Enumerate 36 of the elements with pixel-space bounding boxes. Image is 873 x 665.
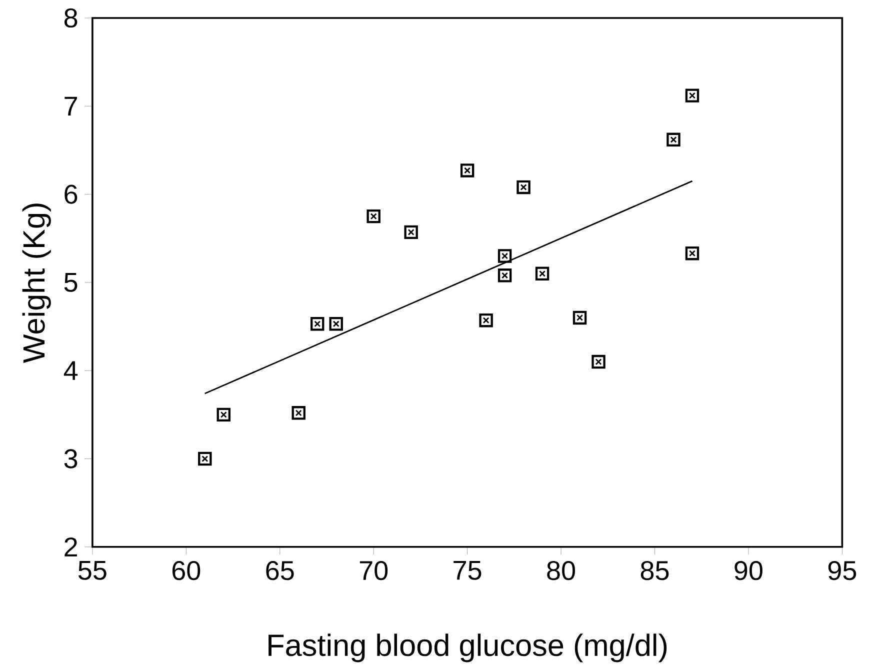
- x-tick-label: 95: [828, 560, 856, 580]
- x-tick-label: 80: [547, 560, 576, 580]
- point: [329, 317, 343, 331]
- x-tick-label: 90: [734, 560, 762, 580]
- point: [592, 354, 606, 369]
- point: [292, 406, 306, 420]
- x-tick-label: 70: [360, 560, 388, 580]
- y-tick-label: 2: [64, 537, 77, 556]
- y-axis-title: Weight (Kg): [22, 204, 51, 364]
- x-tick-label: 60: [172, 560, 200, 580]
- y-tick-label: 4: [64, 361, 78, 380]
- point: [572, 310, 587, 325]
- point: [479, 313, 493, 328]
- point: [216, 408, 231, 422]
- point: [366, 209, 380, 224]
- y-tick-label: 3: [64, 449, 78, 468]
- point: [460, 164, 474, 178]
- y-tick-label: 5: [64, 273, 78, 292]
- point: [498, 268, 512, 282]
- y-tick-label: 7: [64, 96, 77, 116]
- y-tick-label: 8: [64, 8, 78, 28]
- x-tick-label: 75: [454, 560, 482, 580]
- point: [666, 132, 680, 146]
- x-axis-title: Fasting blood glucose (mg/dl): [268, 634, 667, 662]
- point: [498, 249, 512, 263]
- x-tick-label: 55: [78, 560, 106, 580]
- point: [516, 180, 530, 194]
- point: [310, 317, 324, 331]
- point: [198, 452, 212, 466]
- x-tick-label: 85: [640, 560, 669, 580]
- point: [685, 246, 700, 260]
- x-tick-label: 65: [266, 560, 294, 580]
- y-tick-label: 6: [64, 184, 78, 204]
- point: [535, 266, 550, 280]
- point: [685, 88, 700, 102]
- point: [404, 225, 418, 240]
